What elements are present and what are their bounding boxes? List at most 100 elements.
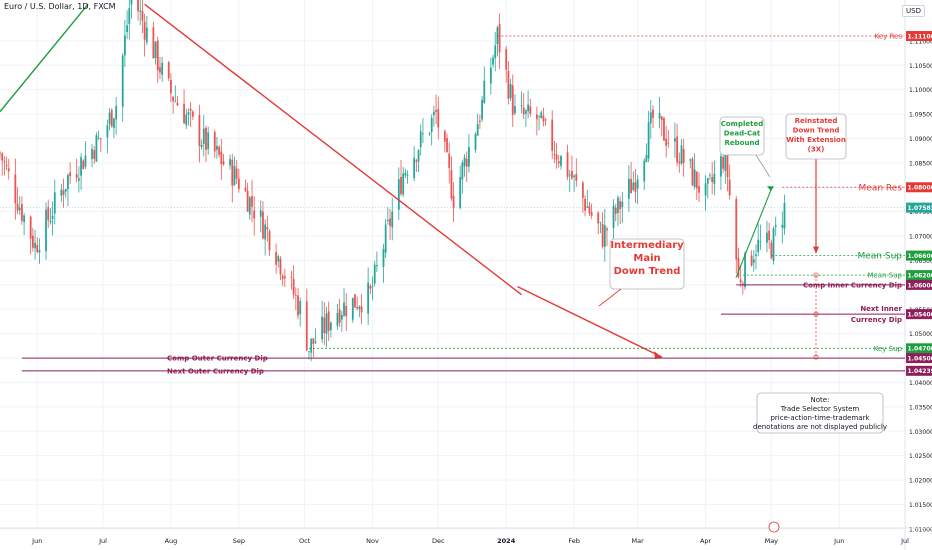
candle (235, 160, 238, 184)
candle (463, 154, 466, 177)
price-tag-bg (906, 343, 932, 354)
candle-body (698, 186, 700, 193)
candle-body (279, 258, 282, 275)
candle (636, 175, 639, 205)
candle (704, 175, 707, 211)
candle-body (542, 115, 545, 122)
candle (343, 288, 345, 318)
candle (415, 158, 418, 172)
candle-body (106, 125, 109, 138)
candle-body (560, 155, 562, 166)
comp-outer-dip-label: Comp Outer Currency Dip (167, 355, 268, 363)
candle (617, 195, 619, 226)
candle-body (53, 192, 56, 214)
candle-body (113, 118, 115, 128)
candle-body (354, 294, 356, 308)
candle-body (678, 161, 681, 164)
candle (281, 273, 284, 286)
candle (768, 222, 771, 249)
candle-body (728, 179, 731, 196)
candle-body (314, 341, 317, 343)
candle (461, 160, 464, 194)
key-res-label: Key Res (875, 33, 903, 41)
candle (292, 265, 295, 299)
candle (496, 25, 499, 57)
y-tick-label: 1.04000 (909, 380, 932, 387)
candle (606, 226, 608, 247)
candle-body (93, 150, 96, 160)
candle (205, 125, 207, 163)
candle-body (783, 202, 786, 229)
candle-body (174, 100, 177, 102)
candle (18, 196, 21, 216)
next-inner-dip-label-1: Next Inner (860, 305, 902, 313)
candle-body (235, 168, 238, 179)
candle-body (218, 146, 221, 155)
candle (680, 139, 683, 166)
y-tick-label: 1.09500 (909, 112, 932, 119)
candle (551, 110, 554, 160)
candle (376, 251, 378, 272)
note-text-0: Note: (811, 396, 830, 404)
candle (507, 61, 510, 105)
candle (299, 297, 302, 327)
candle (297, 288, 299, 320)
candle-body (658, 113, 661, 119)
candle-body (137, 0, 139, 12)
candle-body (540, 112, 543, 119)
levels: 1.11100 1.08000 1.06600 1.06200 1.06000 1.054… (21, 31, 932, 376)
candle (200, 139, 203, 150)
candle (14, 158, 17, 220)
candle-body (621, 201, 624, 207)
mean-res-label: Mean Res (859, 183, 903, 193)
candle-body (443, 131, 446, 142)
candle-body (321, 316, 324, 340)
mean-sup-secondary-label: Mean Sup (867, 272, 902, 280)
candle (494, 31, 497, 72)
next-inner-dip-label-2: Currency Dip (851, 316, 902, 324)
candle (691, 157, 694, 187)
candle-body (601, 223, 604, 247)
comp-outer-price-tag: 1.04500 (906, 353, 932, 364)
candle-body (176, 102, 179, 106)
candle (369, 283, 372, 295)
candle (492, 54, 494, 68)
candle-body (529, 106, 532, 114)
candle-body (82, 160, 85, 170)
candle-body (770, 242, 773, 259)
candle-body (575, 173, 578, 181)
candle-body (244, 187, 247, 191)
candle (634, 168, 637, 203)
candle (36, 237, 39, 254)
candle (95, 132, 98, 162)
candle (213, 129, 216, 159)
candle-body (514, 106, 516, 114)
candle-body (75, 174, 78, 179)
price-tag-text: 1.04239 (908, 368, 932, 375)
candle (601, 212, 604, 249)
candle-body (251, 196, 253, 207)
candle (417, 149, 420, 173)
candle-body (400, 176, 402, 195)
candle (145, 16, 148, 46)
candle (645, 143, 648, 163)
candle (772, 226, 775, 265)
candle-body (452, 195, 455, 209)
x-tick-label: Feb (568, 537, 580, 545)
intermediary-box (609, 238, 685, 290)
currency-button[interactable]: USD (902, 5, 925, 17)
candle-body (660, 116, 663, 121)
candle-body (292, 278, 295, 295)
y-tick-label: 1.11000 (909, 38, 932, 45)
candle (481, 96, 483, 122)
candle-body (382, 249, 385, 267)
candle-body (468, 147, 470, 167)
candle-body (450, 170, 453, 199)
note-text-3: denotations are not displayed publicly (753, 423, 887, 431)
downtrend-arrowhead (654, 351, 662, 360)
reinstated-text-2: With Extension (786, 136, 846, 144)
candle (573, 174, 576, 192)
candle-body (636, 179, 639, 189)
